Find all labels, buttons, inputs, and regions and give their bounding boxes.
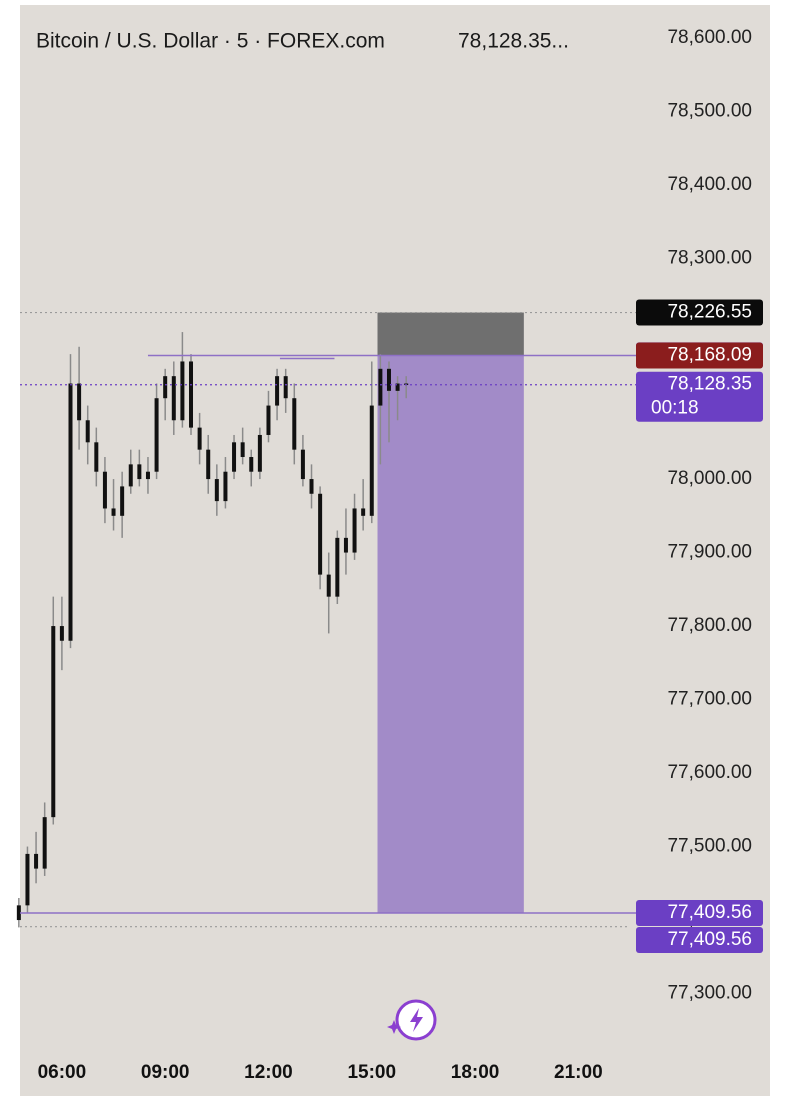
y-tick-label: 78,300.00 bbox=[667, 248, 752, 269]
candle-body bbox=[257, 434, 262, 472]
price-label: 78,128.35 bbox=[667, 374, 752, 395]
candle-body bbox=[275, 376, 280, 406]
y-tick-label: 78,000.00 bbox=[667, 468, 752, 489]
y-tick-label: 77,300.00 bbox=[667, 983, 752, 1004]
candle-body bbox=[266, 405, 271, 435]
price-label-box bbox=[636, 900, 763, 927]
icon-sparkle bbox=[387, 1020, 401, 1034]
y-tick-label: 78,400.00 bbox=[667, 174, 752, 195]
candle-body bbox=[206, 449, 211, 480]
x-tick-label: 15:00 bbox=[347, 1062, 396, 1083]
candle-body bbox=[51, 626, 56, 818]
y-tick-label: 77,700.00 bbox=[667, 689, 752, 710]
price-label-box bbox=[636, 371, 763, 422]
y-tick-label: 77,900.00 bbox=[667, 542, 752, 563]
candle-body bbox=[292, 398, 297, 450]
candle-body bbox=[77, 383, 82, 421]
candle-body bbox=[386, 368, 391, 391]
candle-body bbox=[300, 449, 305, 480]
target-zone bbox=[377, 355, 524, 914]
candle-body bbox=[189, 361, 194, 428]
candle-body bbox=[335, 537, 340, 597]
candle-body bbox=[378, 368, 383, 406]
candle-body bbox=[42, 817, 47, 869]
candle-body bbox=[111, 508, 116, 516]
countdown: 00:18 bbox=[651, 398, 699, 419]
y-tick-label: 78,600.00 bbox=[667, 27, 752, 48]
candle-body bbox=[180, 361, 185, 421]
candle-body bbox=[68, 383, 73, 641]
x-tick-label: 12:00 bbox=[244, 1062, 293, 1083]
candle-body bbox=[395, 383, 400, 391]
candle-body bbox=[94, 442, 99, 472]
price-label-box bbox=[636, 342, 763, 369]
y-tick-label: 77,800.00 bbox=[667, 615, 752, 636]
x-tick-label: 09:00 bbox=[141, 1062, 190, 1083]
candle-body bbox=[120, 486, 125, 516]
x-tick-label: 06:00 bbox=[38, 1062, 87, 1083]
candle-body bbox=[214, 479, 219, 502]
chart-title: Bitcoin / U.S. Dollar · 5 · FOREX.com bbox=[36, 30, 385, 53]
candle-body bbox=[154, 398, 159, 472]
candle-body bbox=[361, 508, 366, 516]
y-tick-label: 77,500.00 bbox=[667, 836, 752, 857]
candle-body bbox=[16, 905, 21, 921]
x-tick-label: 21:00 bbox=[554, 1062, 603, 1083]
x-tick-label: 18:00 bbox=[451, 1062, 500, 1083]
price-label-box bbox=[636, 299, 763, 326]
candle-body bbox=[59, 626, 64, 641]
candle-body bbox=[352, 508, 357, 553]
candle-body bbox=[326, 574, 331, 597]
candle-body bbox=[163, 376, 168, 399]
price-label: 77,409.56 bbox=[667, 902, 752, 923]
y-tick-label: 78,500.00 bbox=[667, 101, 752, 122]
candle-body bbox=[137, 464, 142, 480]
candle-body bbox=[318, 493, 323, 575]
candle-body bbox=[145, 471, 150, 480]
price-label: 77,409.56 bbox=[667, 929, 752, 950]
candle-body bbox=[197, 427, 202, 450]
candle-body bbox=[25, 853, 30, 906]
candle-body bbox=[343, 537, 348, 553]
candle-body bbox=[171, 376, 176, 421]
candle-body bbox=[369, 405, 374, 516]
candle-body bbox=[309, 479, 314, 494]
candle-body bbox=[232, 442, 237, 472]
candle-body bbox=[223, 471, 228, 502]
price-label: 78,226.55 bbox=[667, 302, 752, 323]
price-label-box bbox=[636, 927, 763, 954]
price-label: 78,168.09 bbox=[667, 345, 752, 366]
icon-bolt bbox=[410, 1008, 423, 1032]
header-price: 78,128.35... bbox=[458, 30, 569, 53]
candle-body bbox=[85, 420, 90, 443]
candle-body bbox=[102, 471, 107, 509]
y-tick-label: 77,600.00 bbox=[667, 762, 752, 783]
candle-body bbox=[283, 376, 288, 399]
candle-body bbox=[249, 457, 254, 472]
candle-body bbox=[128, 464, 133, 487]
stop-zone bbox=[377, 312, 524, 356]
assistant-icon[interactable] bbox=[387, 999, 437, 1041]
candle-body bbox=[34, 853, 39, 869]
candle-body bbox=[240, 442, 245, 458]
